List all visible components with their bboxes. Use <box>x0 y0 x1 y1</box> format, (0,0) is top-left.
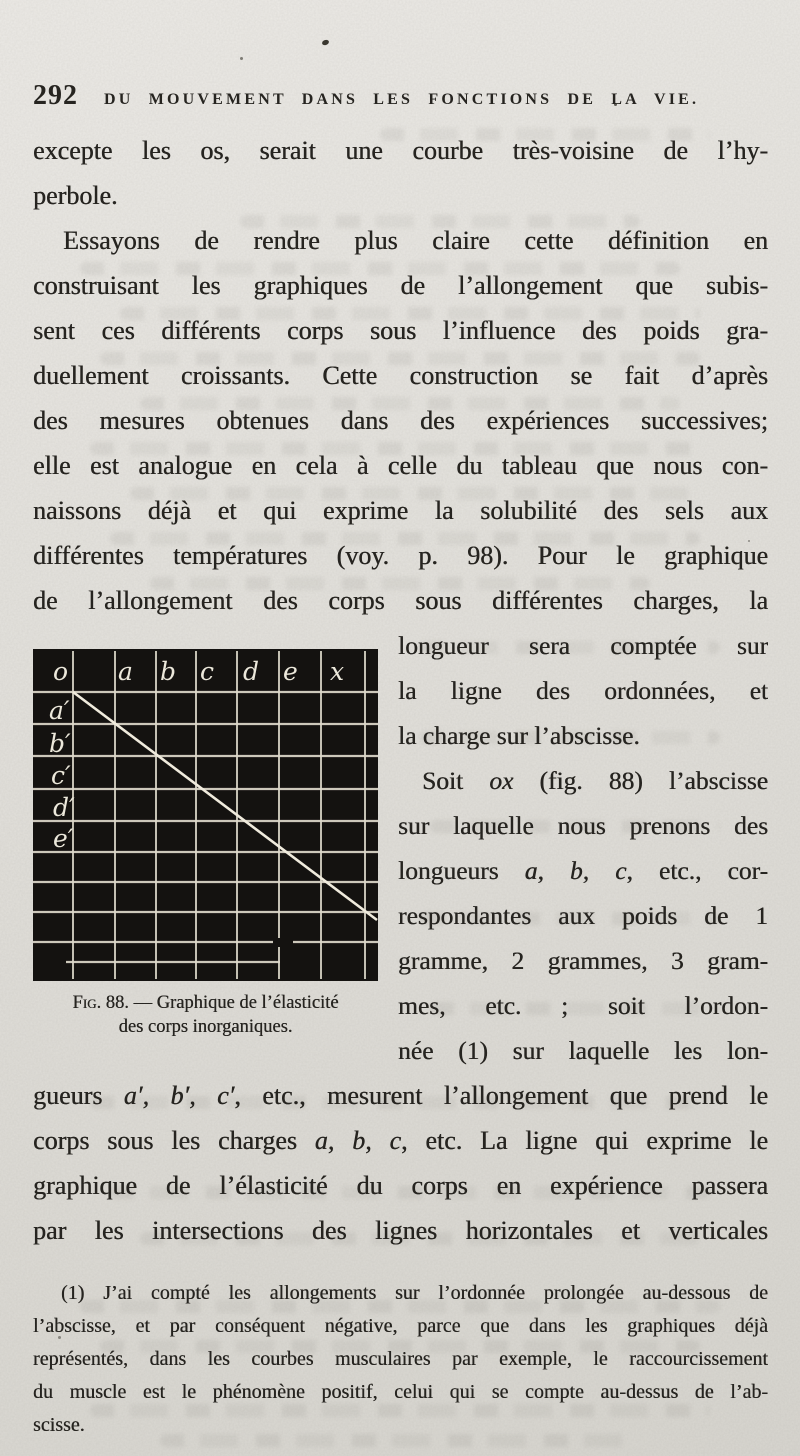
bleed-through <box>80 1300 720 1313</box>
caption-line: des corps inorganiques. <box>118 1017 293 1037</box>
bleed-through <box>100 1340 700 1353</box>
running-title: DU MOUVEMENT DANS LES FONCTIONS DE LA VI… <box>104 91 700 108</box>
paragraph-3: gueurs a′, b′, c′, etc., mesurent l’allo… <box>33 1073 768 1253</box>
text-line: mes, etc. ; soit l’ordon- <box>398 991 768 1020</box>
bleed-through <box>420 731 720 744</box>
paragraph-2: Essayons de rendre plus claire cette déf… <box>33 218 768 623</box>
bleed-through <box>430 820 720 833</box>
text-line: née (1) sur laquelle les lon- <box>398 1036 768 1065</box>
text-line: par les intersections des lignes horizon… <box>33 1216 768 1245</box>
footnote-line: du muscle est le phénomène positif, celu… <box>33 1381 768 1403</box>
bleed-through <box>120 307 700 320</box>
bleed-through <box>100 352 700 365</box>
text-line: excepte les os, serait une courbe très-v… <box>33 136 768 165</box>
bleed-through <box>380 128 710 141</box>
x-axis-label: e <box>283 657 298 686</box>
footnote-line: scisse. <box>33 1414 85 1436</box>
text-line: elle est analogue en cela à celle du tab… <box>33 451 768 480</box>
bleed-through <box>130 487 690 500</box>
figure-88: o a b c d e x a′ b′ c′ d′ e′ <box>33 649 378 1073</box>
x-axis-label: x <box>330 657 344 686</box>
bleed-through <box>110 532 700 545</box>
figure-and-text-row: o a b c d e x a′ b′ c′ d′ e′ <box>33 623 768 1073</box>
text-line: graphique de l’élasticité du corps en ex… <box>33 1171 768 1200</box>
text-line: naissons déjà et qui exprime la solubili… <box>33 496 768 525</box>
bleed-through <box>80 262 680 275</box>
page-content: 292 DU MOUVEMENT DANS LES FONCTIONS DE L… <box>33 0 768 1442</box>
y-axis-label: c′ <box>51 761 71 790</box>
running-header: 292 DU MOUVEMENT DANS LES FONCTIONS DE L… <box>33 80 768 112</box>
bleed-through <box>110 1186 710 1199</box>
wrapped-column: longueur sera comptée sur la ligne des o… <box>398 623 768 1073</box>
bleed-through <box>140 1232 700 1245</box>
speck <box>748 540 750 542</box>
text-line: gramme, 2 grammes, 3 gram- <box>398 946 768 975</box>
text-line: la ligne des ordonnées, et <box>398 676 768 705</box>
x-axis-label: c <box>200 657 214 686</box>
footnote-line: (1) J’ai compté les allongements sur l’o… <box>61 1282 768 1304</box>
text-line: respondantes aux poids de 1 <box>398 901 768 930</box>
elasticity-chart: o a b c d e x a′ b′ c′ d′ e′ <box>33 649 378 981</box>
speck <box>240 57 243 60</box>
text-line: la charge sur l’abscisse. <box>398 721 640 750</box>
figure-caption: Fig. 88. — Graphique de l’élasticité des… <box>33 991 378 1039</box>
text-line: Essayons de rendre plus claire cette déf… <box>63 226 768 255</box>
text-line: longueur sera comptée sur <box>398 631 768 660</box>
caption-line: Fig. 88. — Graphique de l’élasticité <box>72 993 339 1013</box>
bleed-through <box>90 442 700 455</box>
x-axis-label: a <box>118 657 133 686</box>
y-axis-label: e′ <box>53 824 74 853</box>
bleed-through <box>140 397 680 410</box>
text-line: différentes températures (voy. p. 98). P… <box>33 541 768 570</box>
text-line: longueurs a, b, c, etc., cor- <box>398 856 768 885</box>
page-number: 292 <box>33 80 78 111</box>
text-line: construisant les graphiques de l’allonge… <box>33 271 768 300</box>
bleed-through <box>430 1002 720 1015</box>
text-line: duellement croissants. Cette constructio… <box>33 361 768 390</box>
bleed-through <box>420 641 720 654</box>
bleed-through <box>240 215 640 228</box>
x-axis-label: d <box>243 657 259 686</box>
y-axis-label: d′ <box>53 793 75 822</box>
text-line: des mesures obtenues dans des expérience… <box>33 406 768 435</box>
ink-blob <box>273 938 293 947</box>
bleed-through <box>150 577 650 590</box>
axis-labels: o a b c d e x a′ b′ c′ d′ e′ <box>49 657 344 853</box>
y-axis-label: a′ <box>49 696 70 725</box>
paragraph-1: excepte les os, serait une courbe très-v… <box>33 128 768 218</box>
text-line: sent ces différents corps sous l’influen… <box>33 316 768 345</box>
text-line: de l’allongement des corps sous différen… <box>33 586 768 615</box>
speck <box>58 1336 61 1339</box>
bleed-through <box>90 1096 710 1109</box>
bleed-through <box>420 912 720 925</box>
footnote-line: l’abscisse, et par conséquent négative, … <box>33 1315 768 1337</box>
text-line: Soit ox (fig. 88) l’abscisse <box>422 766 768 795</box>
x-axis-label: b <box>160 657 176 686</box>
diagonal-elasticity-line <box>72 690 378 922</box>
y-axis-label: b′ <box>49 729 71 758</box>
bleed-through <box>160 1434 640 1447</box>
footnote: (1) J’ai compté les allongements sur l’o… <box>33 1277 768 1442</box>
text-line: sur laquelle nous prenons des <box>398 811 768 840</box>
bleed-through <box>90 1404 710 1417</box>
speck <box>614 103 617 106</box>
text-line: gueurs a′, b′, c′, etc., mesurent l’allo… <box>33 1081 768 1110</box>
text-line: corps sous les charges a, b, c, etc. La … <box>33 1126 768 1155</box>
text-line: perbole. <box>33 181 118 210</box>
x-axis-label: o <box>53 657 68 686</box>
footnote-line: représentés, dans les courbes musculaire… <box>33 1348 768 1370</box>
